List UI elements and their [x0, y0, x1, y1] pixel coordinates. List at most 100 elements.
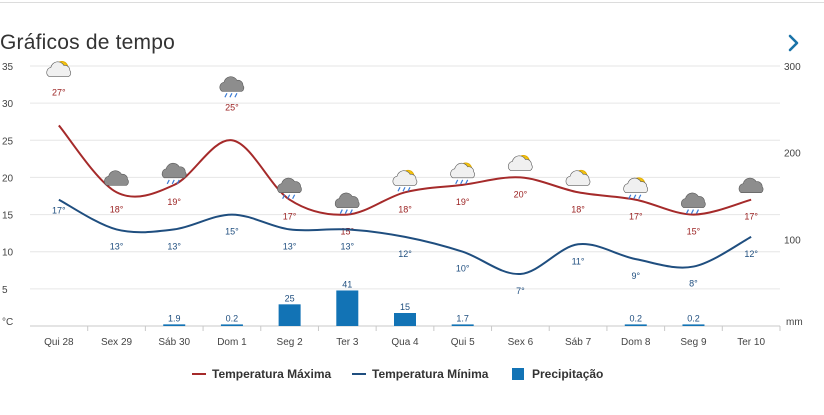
legend-label: Temperatura Máxima — [212, 367, 331, 381]
min-temp-label: 12° — [398, 249, 412, 259]
cloud-rain-icon — [334, 192, 360, 214]
precip-bar — [220, 324, 243, 326]
max-temp-label: 27° — [52, 87, 66, 97]
legend-label: Precipitação — [532, 367, 603, 381]
precip-bar — [163, 324, 186, 326]
cloud-shape — [565, 170, 591, 186]
min-temp-label: 15° — [225, 227, 239, 237]
min-temp-line — [58, 198, 752, 276]
y-right-unit: mm — [786, 317, 803, 328]
precip-label: 41 — [342, 279, 352, 289]
precip-label: 0.2 — [687, 313, 700, 323]
max-temp-label: 18° — [110, 204, 124, 214]
x-tick-label: Ter 3 — [336, 337, 359, 348]
rain-drop — [349, 209, 353, 214]
y-left-tick: 10 — [2, 248, 14, 259]
cloudy-icon — [104, 170, 129, 186]
legend-label: Temperatura Mínima — [372, 367, 489, 381]
y-left-unit: °C — [2, 317, 13, 328]
max-temp-label: 18° — [398, 204, 412, 214]
min-temp-label: 11° — [572, 256, 585, 266]
rain-drop — [234, 93, 238, 98]
partly-sunny-rain-icon — [623, 177, 649, 199]
rain-drop — [695, 209, 699, 214]
y-right-tick: 200 — [784, 149, 801, 160]
rain-drop — [633, 194, 637, 199]
partly-sunny-rain-icon — [392, 169, 418, 192]
y-left-tick: 30 — [2, 99, 14, 110]
cloud-shape — [623, 177, 649, 194]
y-right-tick: 300 — [784, 62, 801, 73]
rain-drop — [282, 194, 286, 199]
x-tick-label: Seg 9 — [680, 337, 707, 348]
legend-swatch — [512, 368, 524, 380]
rain-drop — [455, 179, 459, 185]
x-tick-label: Qui 28 — [44, 337, 74, 348]
cloud-shape — [450, 163, 475, 179]
precip-bar — [624, 324, 647, 326]
precip-bar — [682, 324, 705, 326]
top-divider — [0, 2, 824, 3]
cloud-shape — [507, 155, 533, 171]
rain-drop — [690, 209, 694, 214]
cloud-rain-icon — [161, 163, 187, 185]
max-temp-label: 17° — [283, 212, 297, 222]
min-temp-label: 13° — [340, 241, 354, 251]
x-tick-label: Qua 4 — [391, 337, 419, 348]
cloud-shape — [219, 76, 245, 92]
max-temp-label: 17° — [629, 212, 643, 222]
partly-sunny-icon — [46, 61, 72, 77]
max-temp-label: 17° — [744, 212, 758, 222]
rain-drop — [638, 194, 642, 199]
max-temp-label: 20° — [514, 189, 528, 199]
cloud-rain-icon — [219, 76, 245, 98]
partly-sunny-icon — [565, 169, 591, 186]
rain-drop — [339, 209, 343, 214]
partly-sunny-rain-icon — [450, 162, 475, 185]
chevron-right-icon[interactable] — [784, 32, 804, 54]
grid-lines — [30, 65, 780, 290]
y-left-tick: 5 — [2, 285, 8, 296]
min-temp-label: 13° — [283, 241, 297, 251]
x-tick-label: Seg 2 — [277, 337, 304, 348]
cloudy-icon — [738, 177, 764, 194]
rain-drop — [176, 179, 180, 185]
rain-drop — [166, 179, 170, 185]
max-temp-label: 18° — [571, 204, 585, 214]
rain-drop — [628, 194, 632, 199]
precip-label: 1.9 — [168, 313, 181, 323]
rain-drop — [344, 209, 348, 214]
rain-drop — [171, 179, 175, 185]
legend-min: Temperatura Mínima — [352, 367, 489, 381]
min-temp-label: 12° — [744, 249, 758, 259]
precip-bar — [278, 304, 301, 326]
min-temp-label: 7° — [516, 286, 525, 296]
precip-label: 0.2 — [226, 313, 239, 323]
rain-drop — [402, 187, 406, 192]
rain-drop — [465, 179, 469, 185]
max-temp-line — [58, 124, 752, 216]
x-tick-label: Sáb 7 — [565, 337, 592, 348]
cloud-rain-icon — [681, 192, 706, 214]
cloud-shape — [277, 177, 302, 194]
rain-drop — [229, 93, 233, 98]
y-left-tick: 35 — [2, 62, 14, 73]
max-temp-label: 15° — [687, 227, 701, 237]
y-left-tick: 25 — [2, 136, 14, 147]
x-tick-label: Dom 8 — [621, 337, 651, 348]
rain-drop — [460, 179, 464, 185]
max-temp-label: 25° — [225, 102, 239, 112]
x-tick-label: Sex 29 — [101, 337, 133, 348]
rain-drop — [287, 194, 291, 199]
precip-label: 25 — [285, 293, 295, 303]
cloud-shape — [681, 192, 706, 208]
min-temp-label: 8° — [689, 279, 698, 289]
min-temp-label: 10° — [456, 264, 470, 274]
precip-label: 15 — [400, 302, 410, 312]
y-left-tick: 15 — [2, 211, 14, 222]
cloud-shape — [46, 61, 72, 77]
x-tick-label: Sáb 30 — [158, 337, 190, 348]
page-title: Gráficos de tempo — [0, 31, 175, 54]
precip-label: 1.7 — [456, 313, 469, 323]
